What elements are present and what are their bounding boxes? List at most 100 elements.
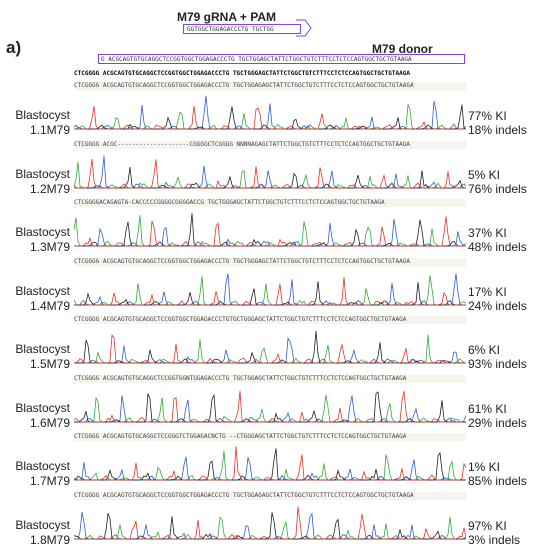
indels-percentage: 93% indels [468, 357, 527, 371]
sample-id-label: 1.2M79 [29, 181, 70, 196]
sample-stats: 97% KI 3% indels [468, 519, 520, 547]
indels-percentage: 29% indels [468, 415, 527, 430]
sample-row: CTCGGGG ACGCAGTGTGCAGGCTCCGGTGGCTGGAGACC… [0, 491, 535, 550]
sample-name: Blastocyst 1.4M79 [6, 284, 70, 314]
sample-name: Blastocyst 1.2M79 [6, 167, 70, 197]
base-trace [74, 218, 466, 247]
knockin-percentage: 17% KI [468, 284, 507, 299]
sample-type-label: Blastocyst [15, 225, 70, 239]
donor-sequence-bar: G ACGCAGTGTGCAGGCTCCGGTGGCTGGAGACCCTG TG… [98, 54, 465, 64]
sample-stats: 5% KI 76% indels [468, 168, 527, 196]
indels-percentage: 3% indels [468, 532, 521, 547]
knockin-percentage: 5% KI [468, 167, 501, 182]
chromatogram-trace [74, 446, 466, 481]
sample-id-label: 1.4M79 [29, 298, 70, 313]
sample-id-label: 1.1M79 [29, 123, 70, 137]
base-trace [74, 106, 466, 130]
guide-title: M79 gRNA + PAM [177, 10, 277, 24]
base-trace [74, 448, 466, 481]
sample-sequence: CTCGGGG ACGCAGTGTGCAGGCTCCGGTGGCTGGAGACC… [74, 316, 466, 324]
knockin-percentage: 97% KI [468, 518, 507, 533]
sample-sequence: CTCGGGG ACGCAGTGTGCAGGCTCCGGTGGCTGGAGACC… [74, 82, 466, 90]
sample-stats: 1% KI 85% indels [468, 460, 527, 488]
sample-name: Blastocyst 1.5M79 [6, 342, 70, 372]
base-trace [74, 276, 466, 305]
base-trace [74, 511, 466, 539]
sample-id-label: 1.6M79 [29, 415, 70, 430]
sample-sequence: CTCGGGG ACGC--------------------CGGGGCTC… [74, 140, 466, 149]
guide-sequence-box: GGTGGCTGGAGACCCTG TGCTGG [183, 24, 301, 34]
base-trace [74, 274, 466, 305]
sample-name: Blastocyst 1.8M79 [6, 518, 70, 548]
sample-name: Blastocyst 1.6M79 [6, 401, 70, 431]
sample-type-label: Blastocyst [15, 166, 70, 181]
sample-sequence: CTCGGGG ACGCAGTGTGCAGGCTCCGGTGGCTGGAGACC… [74, 491, 466, 500]
sample-type-label: Blastocyst [15, 517, 70, 532]
chromatogram-trace [74, 95, 466, 130]
sample-type-label: Blastocyst [15, 108, 70, 122]
knockin-percentage: 37% KI [468, 226, 507, 240]
base-trace [74, 446, 466, 481]
chromatogram-trace [74, 330, 466, 364]
indels-percentage: 24% indels [468, 298, 527, 313]
knockin-percentage: 6% KI [468, 343, 501, 357]
base-trace [74, 104, 466, 130]
base-trace [74, 215, 466, 247]
sample-type-label: Blastocyst [15, 400, 70, 415]
base-trace [74, 155, 466, 188]
sample-sequence: CTCGGGG ACGCAGTGTGCAGGCTCCGGTGGCTGGAGACC… [74, 257, 466, 266]
indels-percentage: 48% indels [468, 240, 527, 254]
indels-percentage: 85% indels [468, 474, 527, 488]
panel-label: a) [6, 38, 22, 57]
sample-sequence: CTCGGGGACAGAGTA-CACCCCCGGGGCGGGGACCG TGC… [74, 199, 466, 207]
indels-percentage: 18% indels [468, 123, 527, 137]
sample-stats: 61% KI 29% indels [468, 402, 527, 430]
sample-id-label: 1.7M79 [29, 474, 70, 488]
knockin-percentage: 61% KI [468, 401, 507, 416]
base-trace [74, 216, 466, 247]
base-trace [74, 506, 466, 539]
indels-percentage: 76% indels [468, 181, 527, 196]
sample-row: CTCGGGG ACGCAGTGTGCAGGCTCCGGTGGCTGGAGACC… [0, 257, 535, 316]
chromatogram-trace [74, 272, 466, 305]
sample-name: Blastocyst 1.7M79 [6, 459, 70, 489]
base-trace [74, 272, 466, 305]
sample-type-label: Blastocyst [15, 342, 70, 356]
base-trace [74, 334, 466, 364]
chromatogram-trace [74, 155, 466, 188]
chromatogram-trace [74, 213, 466, 247]
sample-id-label: 1.8M79 [29, 532, 70, 547]
sample-name: Blastocyst 1.1M79 [6, 108, 70, 138]
sample-type-label: Blastocyst [15, 283, 70, 298]
sample-stats: 77% KI 18% indels [468, 109, 527, 137]
sample-stats: 37% KI 48% indels [468, 226, 527, 254]
base-trace [74, 213, 466, 247]
sample-name: Blastocyst 1.3M79 [6, 225, 70, 255]
knockin-percentage: 1% KI [468, 460, 501, 474]
chromatogram-trace [74, 506, 466, 539]
reference-sequence: CTCGGGG ACGCAGTGTGCAGGCTCCGGTGGCTGGAGACC… [74, 70, 410, 77]
pam-arrow-icon [296, 19, 312, 37]
sample-row: CTCGGGG ACGCAGTGTGCAGGCTCCGGTGGCTGGAGACC… [0, 316, 535, 374]
sample-sequence: CTCGGGG ACGCAGTGTGCAGGCTCCGGGTCTGGAGACNC… [74, 433, 466, 441]
sample-stats: 17% KI 24% indels [468, 285, 527, 313]
donor-title: M79 donor [372, 42, 433, 56]
sample-sequence: CTCGGGG ACGCAGTGTGCAGGCTCCGGTGGNTGGAGACC… [74, 374, 466, 383]
base-trace [74, 456, 466, 481]
knockin-percentage: 77% KI [468, 109, 507, 123]
sample-type-label: Blastocyst [15, 459, 70, 473]
sample-row: CTCGGGG ACGCAGTGTGCAGGCTCCGGGTCTGGAGACNC… [0, 433, 535, 491]
sample-id-label: 1.5M79 [29, 357, 70, 371]
base-trace [74, 161, 466, 188]
sample-stats: 6% KI 93% indels [468, 343, 527, 371]
sample-id-label: 1.3M79 [29, 240, 70, 254]
base-trace [74, 95, 466, 130]
sample-row: CTCGGGG ACGCAGTGTGCAGGCTCCGGTGGCTGGAGACC… [0, 82, 535, 140]
base-trace [74, 390, 466, 422]
sample-row: CTCGGGGACAGAGTA-CACCCCCGGGGCGGGGACCG TGC… [0, 199, 535, 257]
base-trace [74, 450, 466, 481]
chromatogram-trace [74, 390, 466, 422]
sample-row: CTCGGGG ACGC--------------------CGGGGCTC… [0, 140, 535, 199]
base-trace [74, 390, 466, 422]
sample-row: CTCGGGG ACGCAGTGTGCAGGCTCCGGTGGNTGGAGACC… [0, 374, 535, 433]
